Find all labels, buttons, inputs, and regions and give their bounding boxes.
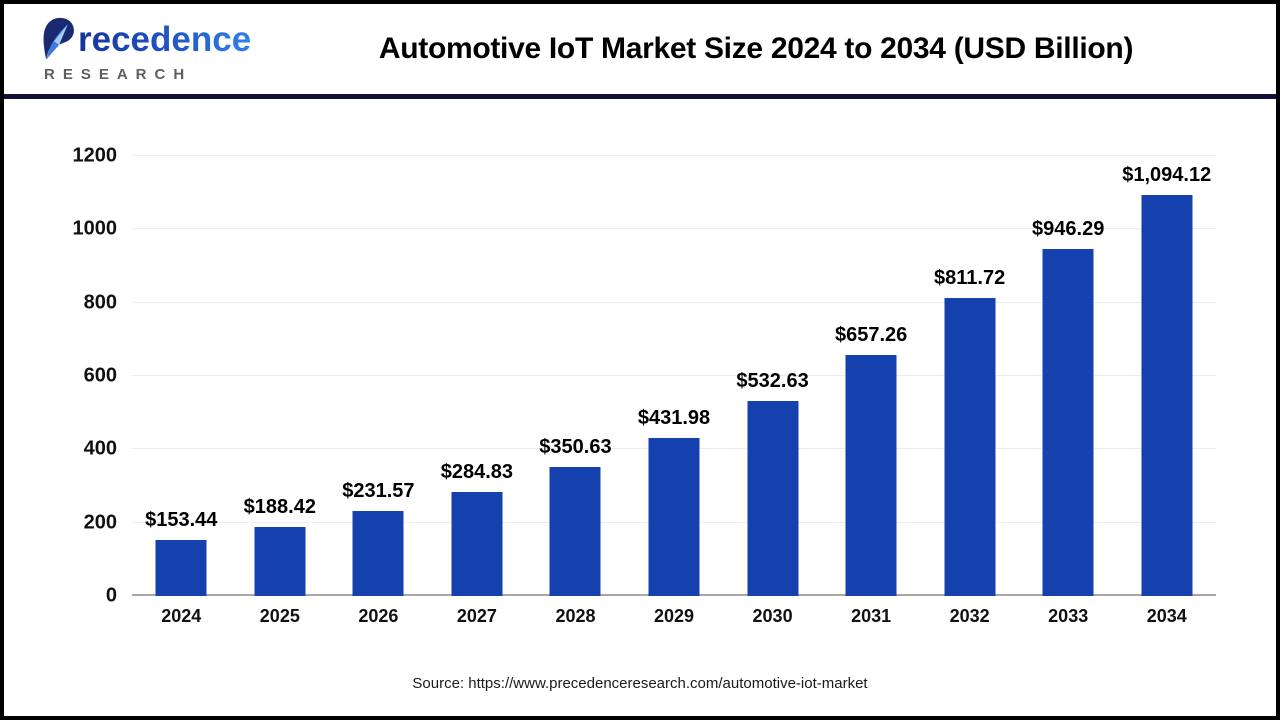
bar-column: $532.63 [723, 156, 822, 596]
x-axis-label: 2028 [555, 606, 596, 626]
bar [1042, 249, 1094, 596]
bar [845, 355, 897, 596]
bar-column: $350.63 [526, 156, 625, 596]
bar-value-label: $1,094.12 [1122, 163, 1212, 186]
bar-column: $431.98 [625, 156, 724, 596]
gridline [132, 301, 1216, 303]
bar-column: $284.83 [428, 156, 527, 596]
x-axis-labels: 2024 2025 2026 2027 2028 2029 2030 2031 2032 2033… [132, 606, 1216, 627]
header: recedence RESEARCH Automotive IoT Market… [4, 4, 1276, 99]
bar-column: $153.44 [132, 156, 231, 596]
bar-column: $657.26 [822, 156, 921, 596]
bar-value-label: $946.29 [1032, 218, 1105, 241]
x-axis-label: 2025 [259, 606, 300, 626]
brand-mark-icon [38, 16, 76, 65]
y-tick-label: 400 [83, 437, 117, 460]
x-axis-label: 2027 [456, 606, 497, 626]
bar-value-label: $231.57 [342, 480, 415, 503]
x-axis-label: 2033 [1048, 606, 1089, 626]
brand-logo: recedence RESEARCH [38, 16, 270, 83]
bar [155, 539, 207, 596]
gridline [132, 155, 1216, 156]
gridline [132, 375, 1216, 376]
brand-name: recedence [78, 20, 252, 59]
bar [352, 511, 404, 596]
plot-area: 0 200 400 600 800 1000 1200 $153.44 $188.42 $231.… [73, 145, 1216, 607]
bar-value-label: $350.63 [539, 436, 612, 459]
y-tick-label: 800 [83, 291, 117, 314]
bar-column: $188.42 [231, 156, 330, 596]
bar-value-label: $431.98 [637, 406, 711, 429]
bar-value-label: $188.42 [243, 495, 316, 518]
bar-value-label: $284.83 [440, 460, 514, 483]
bar-value-label: $532.63 [736, 369, 809, 392]
x-axis-label: 2032 [949, 606, 990, 626]
y-tick-label: 600 [83, 364, 117, 387]
source-text: Source: https://www.precedenceresearch.c… [412, 675, 868, 692]
chart: 0 200 400 600 800 1000 1200 $153.44 $188.42 $231.… [4, 99, 1276, 627]
x-axis-label: 2029 [653, 606, 695, 626]
x-axis-label: 2031 [851, 606, 892, 626]
bar [944, 298, 996, 596]
y-tick-label: 1000 [72, 217, 118, 240]
brand-logo-top: recedence [38, 16, 270, 65]
gridline [132, 228, 1216, 230]
y-tick-label: 0 [105, 584, 117, 607]
bar [1141, 194, 1193, 596]
bar-value-label: $811.72 [934, 267, 1006, 290]
bar [747, 400, 799, 596]
x-axis-label: 2030 [752, 606, 793, 626]
brand-subtitle: RESEARCH [44, 65, 193, 83]
bar [254, 526, 306, 596]
y-tick-label: 200 [83, 511, 117, 534]
bar [549, 467, 601, 596]
bar-column: $1,094.12 [1117, 156, 1216, 596]
chart-title: Automotive IoT Market Size 2024 to 2034 … [378, 32, 1134, 65]
x-axis-label: 2026 [358, 606, 399, 626]
bar [451, 491, 503, 596]
x-axis-label: 2024 [161, 606, 202, 626]
bar-column: $811.72 [920, 156, 1019, 596]
bar-column: $231.57 [329, 156, 428, 596]
y-tick-label: 1200 [72, 144, 118, 167]
bar-value-label: $153.44 [145, 508, 218, 531]
bars-row: $153.44 $188.42 $231.57 $284.83 $350.63 $431.… [132, 156, 1216, 596]
bar-value-label: $657.26 [834, 324, 908, 347]
bar-column: $946.29 [1019, 156, 1118, 596]
bar [648, 437, 700, 596]
x-axis-label: 2034 [1146, 606, 1187, 626]
